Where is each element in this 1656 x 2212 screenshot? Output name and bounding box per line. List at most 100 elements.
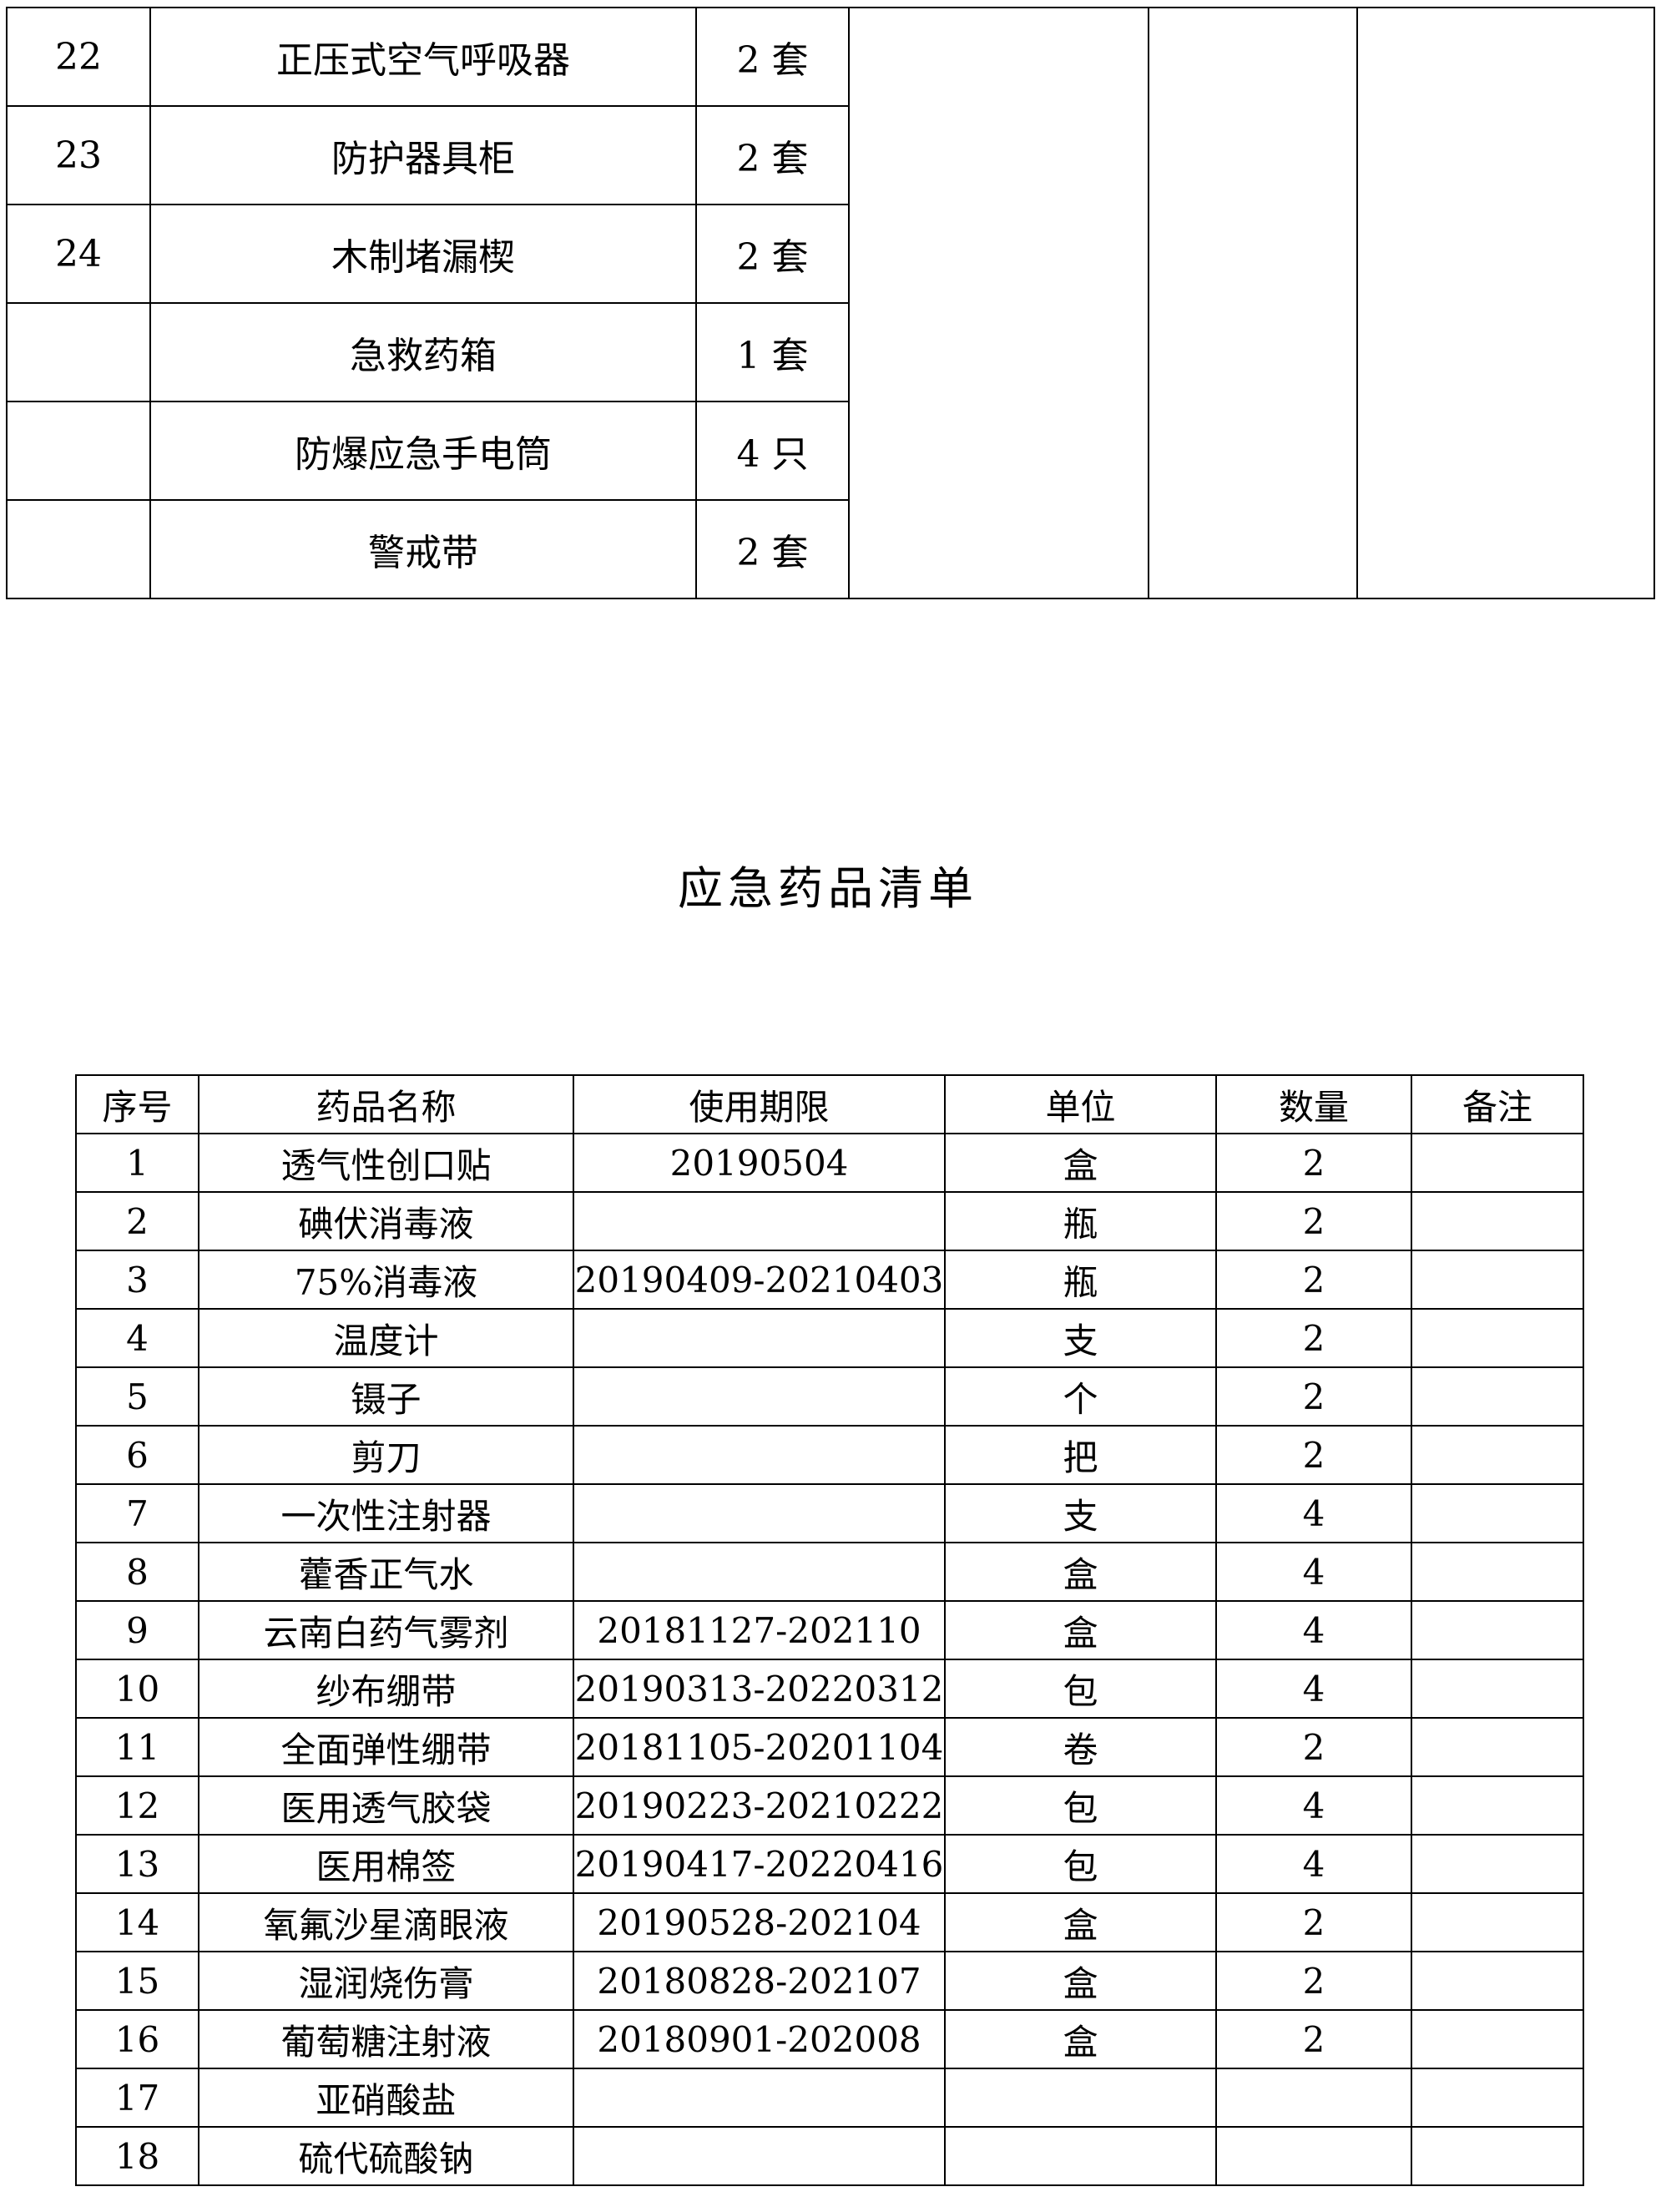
page-title: 应急药品清单 xyxy=(678,862,978,915)
table-cell: 14 xyxy=(75,1892,199,1952)
table-cell: 20190504 xyxy=(573,1133,946,1193)
table-cell: 盒 xyxy=(944,2009,1217,2069)
table-cell: 支 xyxy=(944,1483,1217,1543)
table-cell: 瓶 xyxy=(944,1250,1217,1310)
table-cell: 9 xyxy=(75,1600,199,1660)
table-cell xyxy=(1411,1425,1584,1485)
table-cell xyxy=(573,1308,946,1368)
table-row: 9 云南白药气雾剂 20181127-202110 盒 4 xyxy=(75,1600,1584,1660)
table-cell: 2 xyxy=(1215,1892,1412,1952)
table-row: 1 透气性创口贴 20190504 盒 2 xyxy=(75,1133,1584,1193)
cell-no: 22 xyxy=(6,7,151,107)
cell-qty: 2 套 xyxy=(695,499,850,599)
column-header: 单位 xyxy=(944,1074,1217,1134)
table-row: 7 一次性注射器 支 4 xyxy=(75,1483,1584,1543)
table-cell: 20181127-202110 xyxy=(573,1600,946,1660)
table-cell: 医用透气胶袋 xyxy=(198,1775,574,1836)
table-row: 8 藿香正气水 盒 4 xyxy=(75,1542,1584,1602)
cell-qty: 1 套 xyxy=(695,302,850,402)
table-cell xyxy=(1411,1133,1584,1193)
table-cell: 个 xyxy=(944,1366,1217,1427)
table-cell: 温度计 xyxy=(198,1308,574,1368)
table-cell: 盒 xyxy=(944,1542,1217,1602)
table-cell: 镊子 xyxy=(198,1366,574,1427)
table-cell xyxy=(1411,2068,1584,2128)
table-cell xyxy=(573,1542,946,1602)
cell-no: 24 xyxy=(6,204,151,304)
table-cell: 硫代硫酸钠 xyxy=(198,2126,574,2186)
table-cell: 4 xyxy=(1215,1659,1412,1719)
table-cell xyxy=(1411,1483,1584,1543)
table-cell xyxy=(1411,1308,1584,1368)
cell-no xyxy=(6,302,151,402)
table-cell: 2 xyxy=(75,1191,199,1251)
table-cell: 20190417-20220416 xyxy=(573,1834,946,1894)
table-row: 4 温度计 支 2 xyxy=(75,1308,1584,1368)
table-cell: 葡萄糖注射液 xyxy=(198,2009,574,2069)
table-cell: 瓶 xyxy=(944,1191,1217,1251)
table-cell: 2 xyxy=(1215,1308,1412,1368)
column-header: 序号 xyxy=(75,1074,199,1134)
table-cell: 2 xyxy=(1215,1191,1412,1251)
table-row: 10 纱布绷带 20190313-20220312 包 4 xyxy=(75,1659,1584,1719)
table-cell: 2 xyxy=(1215,1366,1412,1427)
table-row: 11 全面弹性绷带 20181105-20201104 卷 2 xyxy=(75,1717,1584,1777)
table-cell: 4 xyxy=(1215,1775,1412,1836)
table-row: 16 葡萄糖注射液 20180901-202008 盒 2 xyxy=(75,2009,1584,2069)
medicine-table: 序号 药品名称 使用期限 单位 数量 备注 1 透气性创口贴 20190504 盒 2 2 碘伏消毒液… xyxy=(75,1074,1584,2186)
cell-name: 木制堵漏楔 xyxy=(149,204,697,304)
table-cell xyxy=(1411,1600,1584,1660)
cell-name: 正压式空气呼吸器 xyxy=(149,7,697,107)
table-cell: 盒 xyxy=(944,1133,1217,1193)
merged-blank-cell xyxy=(1356,7,1655,599)
table-cell: 卷 xyxy=(944,1717,1217,1777)
table-cell: 20190313-20220312 xyxy=(573,1659,946,1719)
table-cell: 纱布绷带 xyxy=(198,1659,574,1719)
table-cell: 盒 xyxy=(944,1892,1217,1952)
cell-name: 防爆应急手电筒 xyxy=(149,401,697,501)
table-cell: 2 xyxy=(1215,1250,1412,1310)
table-cell xyxy=(1411,1892,1584,1952)
table-cell: 藿香正气水 xyxy=(198,1542,574,1602)
table-row: 5 镊子 个 2 xyxy=(75,1366,1584,1427)
table-cell: 20190223-20210222 xyxy=(573,1775,946,1836)
table-cell: 2 xyxy=(1215,1717,1412,1777)
table-row: 2 碘伏消毒液瓶 2 xyxy=(75,1191,1584,1251)
table-cell: 12 xyxy=(75,1775,199,1836)
table-cell xyxy=(1411,2009,1584,2069)
table-cell xyxy=(944,2126,1217,2186)
merged-blank-cell xyxy=(848,7,1149,599)
table-cell: 16 xyxy=(75,2009,199,2069)
table-row: 17 亚硝酸盐 xyxy=(75,2068,1584,2128)
table-cell: 一次性注射器 xyxy=(198,1483,574,1543)
table-cell: 20190409-20210403 xyxy=(573,1250,946,1310)
table-cell xyxy=(944,2068,1217,2128)
table-cell: 云南白药气雾剂 xyxy=(198,1600,574,1660)
table-cell: 20181105-20201104 xyxy=(573,1717,946,1777)
table-cell: 17 xyxy=(75,2068,199,2128)
table-cell: 15 xyxy=(75,1951,199,2011)
table-cell xyxy=(1215,2126,1412,2186)
merged-blank-cell xyxy=(1148,7,1358,599)
table-row: 18 硫代硫酸钠 xyxy=(75,2126,1584,2186)
table-cell xyxy=(573,1366,946,1427)
table-cell xyxy=(1411,1951,1584,2011)
table-cell xyxy=(1411,2126,1584,2186)
cell-qty: 2 套 xyxy=(695,105,850,205)
table-cell: 包 xyxy=(944,1834,1217,1894)
table-cell: 2 xyxy=(1215,1951,1412,2011)
column-header: 数量 xyxy=(1215,1074,1412,1134)
table-cell: 20180828-202107 xyxy=(573,1951,946,2011)
table-header-row: 序号 药品名称 使用期限 单位 数量 备注 xyxy=(75,1074,1584,1134)
table-cell: 湿润烧伤膏 xyxy=(198,1951,574,2011)
table-cell: 4 xyxy=(1215,1483,1412,1543)
table-cell: 亚硝酸盐 xyxy=(198,2068,574,2128)
cell-qty: 2 套 xyxy=(695,204,850,304)
table-cell: 2 xyxy=(1215,2009,1412,2069)
table-cell: 4 xyxy=(1215,1600,1412,1660)
table-cell xyxy=(1411,1542,1584,1602)
column-header: 使用期限 xyxy=(573,1074,946,1134)
table-row: 15 湿润烧伤膏 20180828-202107 盒 2 xyxy=(75,1951,1584,2011)
table-row: 12 医用透气胶袋 20190223-20210222 包 4 xyxy=(75,1775,1584,1836)
table-cell: 75%消毒液 xyxy=(198,1250,574,1310)
